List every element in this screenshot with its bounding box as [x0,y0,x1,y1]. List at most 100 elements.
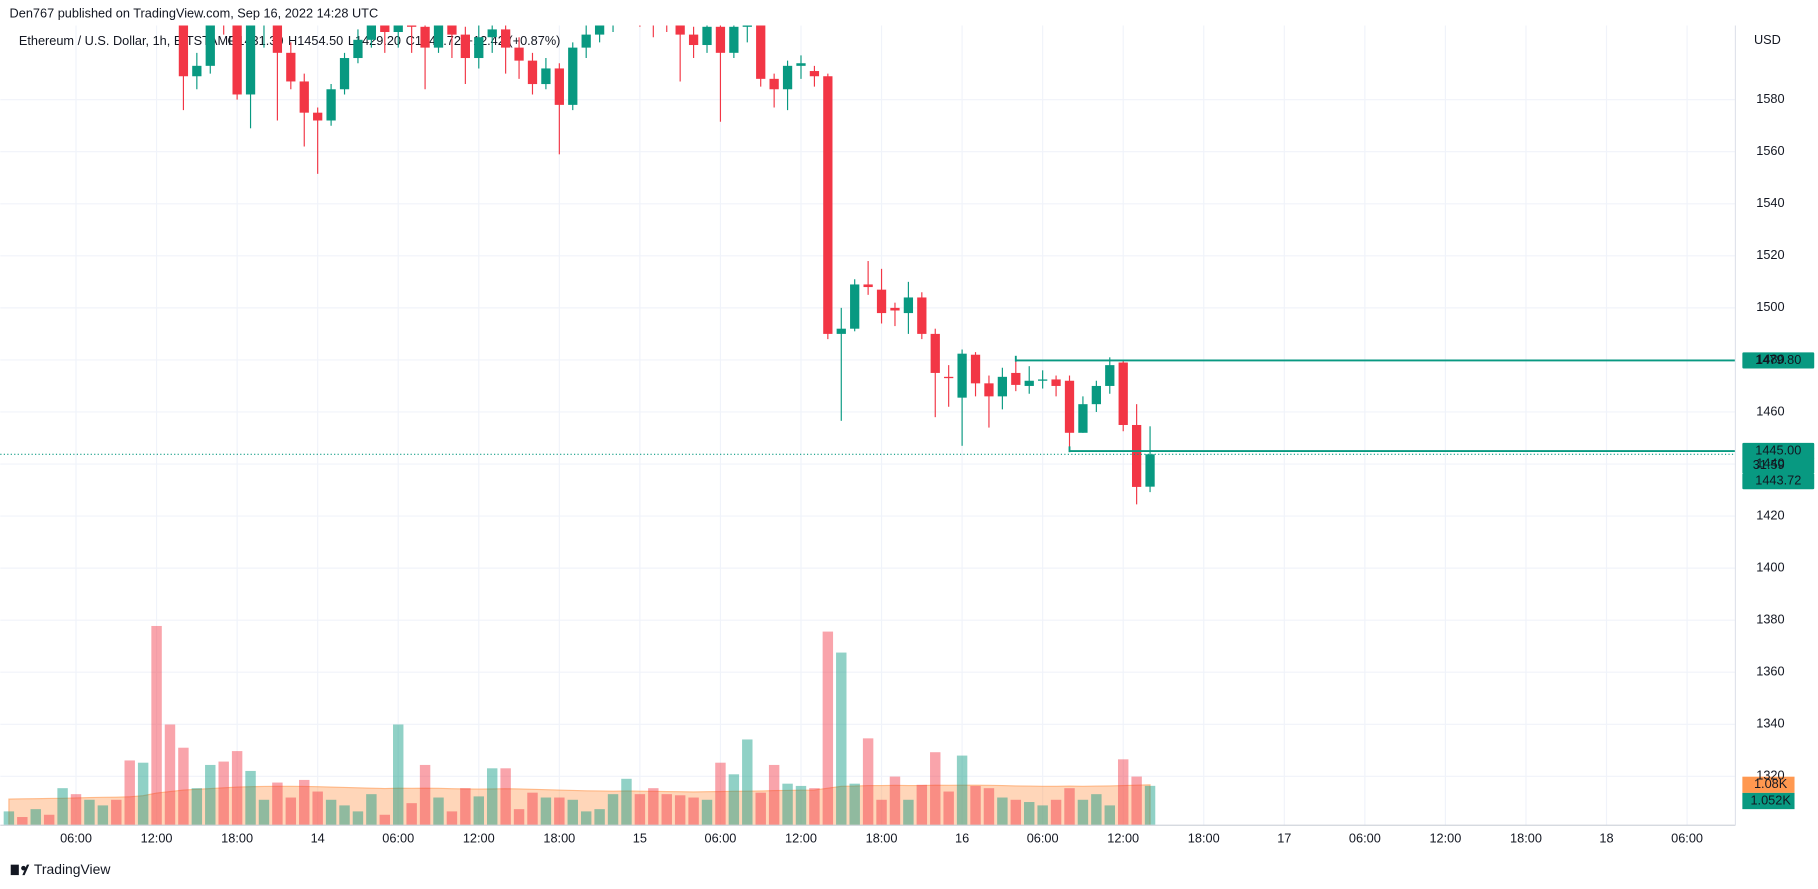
volume-bar [903,799,914,826]
volume-bar [836,652,847,826]
y-tick-label: 1560 [1756,143,1784,158]
volume-bar [567,799,578,826]
volume-bar [1117,759,1129,826]
volume-ma-label-box [1742,776,1795,793]
last-price-label-box [1742,473,1815,490]
volume-bar [1077,799,1089,826]
candle-body [742,25,752,27]
candle-body [1011,372,1021,385]
candle-body [1131,424,1142,487]
candles [178,25,1155,505]
volume-bar [782,783,793,826]
volume-bar [57,788,68,826]
candle-body [286,52,296,82]
candle-body [957,353,967,398]
candle-body [876,289,887,314]
candle-body [205,25,215,66]
candle-body [1051,379,1061,386]
candle-body [460,34,470,59]
volume-bar [258,799,270,826]
volume-bar [312,791,323,826]
candle-body [890,307,900,311]
candle-body [393,25,403,33]
level-label-box [1742,352,1815,369]
x-tick-label: 06:00 [60,831,92,846]
volume-bar [70,794,82,826]
x-tick-label: 14 [311,831,325,846]
level-label: 1479.80 [1755,352,1801,367]
volume-bar [446,811,458,826]
volume-bar [97,805,109,826]
volume-bar [943,791,954,826]
candle-body [930,333,940,373]
x-tick-label: 12:00 [141,831,173,846]
volume-bar [607,794,619,826]
x-tick-label: 17 [1277,831,1291,846]
candle-body [809,71,820,77]
volume-bar [1064,788,1075,826]
y-tick-label: 1460 [1756,403,1784,418]
candle-body [675,25,685,35]
candle-body [433,25,444,48]
volume-bar [137,762,149,826]
volume-bar [997,797,1008,826]
volume-bar [527,792,538,826]
volume-bar [406,803,417,826]
candle-body [541,68,551,85]
volume-bar [513,809,525,826]
volume-bar [554,797,565,826]
x-tick-label: 15 [633,831,647,846]
candle-body [1145,454,1155,487]
y-tick-label: 1380 [1756,612,1784,627]
volume-bar [1037,805,1048,826]
footer: TradingView [34,861,111,877]
level-label: 1445.00 [1755,442,1801,457]
volume-bar [849,783,860,826]
volume-bar [1010,799,1022,826]
y-tick-label: 1400 [1756,559,1784,574]
x-tick-label: 18:00 [221,831,253,846]
candle-body [474,37,484,59]
candle-body [447,25,457,35]
candle-body [850,284,860,329]
volume-bar [768,764,780,826]
header: Den767 published on TradingView.com, Sep… [10,5,379,20]
candle-body [192,65,202,77]
x-tick-label: 18 [1599,831,1613,846]
volume-bar [540,797,552,826]
x-tick-label: 06:00 [382,831,414,846]
volume-bar [111,799,122,826]
y-tick-label: 1360 [1756,664,1784,679]
volume-bar [205,764,216,826]
volume-bar [124,760,135,826]
last-price-label: 1443.72 [1755,473,1801,488]
volume-bar [272,782,283,826]
volume-bar [970,785,981,826]
candle-body [554,68,564,105]
x-tick-label: 12:00 [463,831,495,846]
candle-body [1078,404,1088,433]
volume-bar [916,784,928,826]
x-tick-label: 12:00 [785,831,817,846]
logo [10,864,30,876]
x-tick-label: 18:00 [1188,831,1220,846]
candle-body [326,89,336,121]
candle-body [245,25,256,95]
volume-bar [755,792,766,826]
candle-body [272,25,283,53]
x-tick-label: 18:00 [1510,831,1542,846]
grid [0,25,1736,826]
volume-bar [674,795,686,826]
currency: USD [1754,32,1781,47]
candle-body [1091,385,1101,405]
y-tick-label: 1320 [1756,768,1784,783]
volume-bar [500,768,511,826]
volume-bar [580,811,592,826]
candle-body [366,25,377,40]
volume-bar [715,762,726,826]
volume-bar [795,785,807,826]
candle-body [997,376,1008,397]
candle-body [339,58,350,90]
volume-bar [17,817,28,826]
